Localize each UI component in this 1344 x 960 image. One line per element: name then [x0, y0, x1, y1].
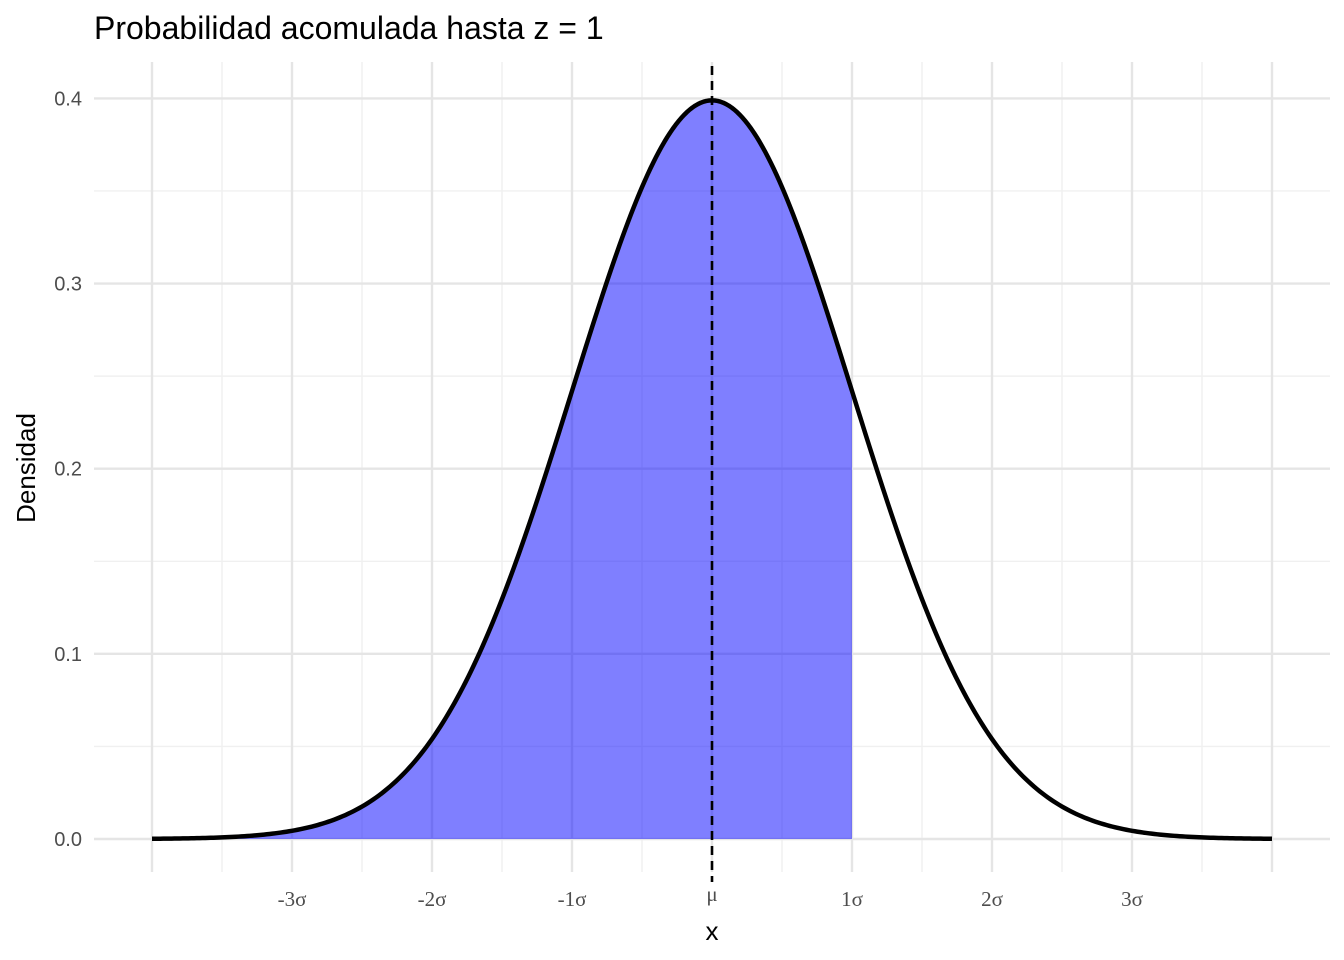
y-tick-label: 0.3 [54, 274, 82, 296]
x-axis-title: x [706, 916, 719, 946]
x-tick-label: -3σ [278, 887, 307, 911]
y-axis-ticks: 0.0 0.1 0.2 0.3 0.4 [54, 88, 82, 851]
x-tick-label: 2σ [981, 887, 1003, 911]
y-tick-label: 0.1 [54, 644, 82, 666]
y-tick-label: 0.4 [54, 88, 82, 110]
y-tick-label: 0.2 [54, 459, 82, 481]
x-tick-label: -1σ [558, 887, 587, 911]
chart-title: Probabilidad acomulada hasta z = 1 [94, 10, 604, 46]
y-axis-title: Densidad [11, 413, 41, 523]
x-tick-label: 3σ [1121, 887, 1143, 911]
shaded-area-layer [152, 100, 852, 840]
curve-layer [151, 66, 1273, 882]
x-tick-label: 1σ [841, 887, 863, 911]
x-axis-ticks: -3σ -2σ -1σ μ 1σ 2σ 3σ [278, 882, 1143, 911]
shaded-probability-area [152, 100, 852, 840]
x-tick-label: μ [706, 882, 717, 906]
x-tick-label: -2σ [418, 887, 447, 911]
y-tick-label: 0.0 [54, 829, 82, 851]
